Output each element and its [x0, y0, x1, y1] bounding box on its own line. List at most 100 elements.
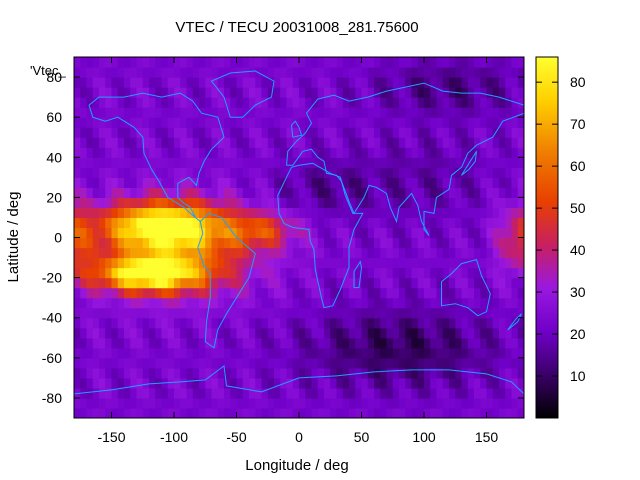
- heatmap-cell: [467, 177, 475, 188]
- heatmap-cell: [324, 147, 331, 158]
- heatmap-cell: [192, 57, 200, 68]
- heatmap-cell: [167, 307, 175, 319]
- heatmap-cell: [255, 277, 263, 289]
- x-tick-label: 100: [412, 429, 436, 445]
- heatmap-cell: [449, 367, 456, 379]
- heatmap-cell: [417, 97, 425, 108]
- heatmap-cell: [399, 157, 406, 168]
- heatmap-cell: [430, 377, 438, 389]
- heatmap-cell: [349, 187, 356, 198]
- heatmap-cell: [92, 377, 100, 389]
- heatmap-cell: [174, 247, 181, 259]
- heatmap-cell: [80, 107, 88, 118]
- heatmap-cell: [355, 77, 363, 88]
- heatmap-cell: [224, 157, 231, 168]
- heatmap-cell: [424, 87, 431, 98]
- heatmap-cell: [417, 187, 425, 198]
- heatmap-cell: [430, 87, 438, 98]
- heatmap-cell: [349, 267, 356, 279]
- heatmap-cell: [167, 317, 175, 329]
- heatmap-cell: [117, 297, 125, 309]
- heatmap-cell: [424, 247, 431, 259]
- heatmap-cell: [149, 187, 156, 198]
- heatmap-cell: [336, 387, 344, 399]
- heatmap-cell: [92, 387, 100, 399]
- heatmap-cell: [274, 77, 281, 88]
- heatmap-cell: [424, 77, 431, 88]
- heatmap-cell: [142, 77, 150, 88]
- heatmap-cell: [317, 357, 325, 369]
- heatmap-cell: [330, 337, 338, 349]
- heatmap-cell: [149, 347, 156, 359]
- heatmap-cell: [449, 127, 456, 138]
- heatmap-cell: [217, 407, 225, 418]
- heatmap-cell: [499, 157, 506, 168]
- heatmap-cell: [324, 157, 331, 168]
- heatmap-cell: [399, 217, 406, 229]
- heatmap-cell: [505, 257, 513, 269]
- heatmap-cell: [449, 247, 456, 259]
- heatmap-cell: [92, 317, 100, 329]
- heatmap-layer: [74, 57, 524, 418]
- heatmap-cell: [86, 227, 94, 239]
- heatmap-cell: [399, 207, 406, 219]
- heatmap-cell: [230, 217, 238, 229]
- heatmap-cell: [267, 157, 275, 168]
- heatmap-cell: [361, 337, 369, 349]
- heatmap-cell: [305, 277, 313, 289]
- heatmap-cell: [161, 147, 169, 158]
- heatmap-cell: [367, 327, 375, 339]
- heatmap-cell: [330, 157, 338, 168]
- heatmap-cell: [474, 57, 481, 68]
- heatmap-cell: [167, 257, 175, 269]
- heatmap-cell: [342, 397, 350, 409]
- heatmap-cell: [280, 147, 288, 158]
- heatmap-cell: [305, 297, 313, 309]
- heatmap-cell: [136, 197, 144, 209]
- heatmap-cell: [242, 247, 250, 259]
- heatmap-cell: [324, 337, 331, 349]
- heatmap-cell: [99, 197, 106, 209]
- heatmap-cell: [92, 207, 100, 219]
- heatmap-cell: [299, 107, 306, 118]
- heatmap-cell: [80, 227, 88, 239]
- heatmap-cell: [436, 127, 444, 138]
- heatmap-cell: [374, 207, 381, 219]
- heatmap-cell: [249, 297, 256, 309]
- heatmap-cell: [417, 387, 425, 399]
- heatmap-cell: [505, 67, 513, 78]
- heatmap-cell: [349, 307, 356, 319]
- heatmap-cell: [180, 157, 188, 168]
- heatmap-cell: [186, 157, 194, 168]
- heatmap-cell: [249, 277, 256, 289]
- heatmap-cell: [492, 137, 500, 148]
- heatmap-cell: [330, 167, 338, 178]
- heatmap-cell: [392, 87, 400, 98]
- heatmap-cell: [474, 77, 481, 88]
- heatmap-cell: [192, 117, 200, 128]
- heatmap-cell: [261, 377, 269, 389]
- heatmap-cell: [217, 347, 225, 359]
- heatmap-cell: [486, 297, 494, 309]
- heatmap-cell: [467, 227, 475, 239]
- heatmap-cell: [367, 407, 375, 418]
- heatmap-cell: [486, 347, 494, 359]
- heatmap-cell: [405, 187, 413, 198]
- heatmap-cell: [261, 307, 269, 319]
- heatmap-cell: [430, 257, 438, 269]
- heatmap-cell: [380, 397, 388, 409]
- heatmap-cell: [230, 317, 238, 329]
- heatmap-cell: [417, 257, 425, 269]
- heatmap-cell: [99, 227, 106, 239]
- heatmap-cell: [430, 77, 438, 88]
- heatmap-cell: [142, 377, 150, 389]
- heatmap-cell: [424, 177, 431, 188]
- heatmap-cell: [342, 387, 350, 399]
- heatmap-cell: [280, 67, 288, 78]
- heatmap-cell: [311, 197, 319, 209]
- heatmap-cell: [511, 267, 519, 279]
- heatmap-cell: [455, 277, 463, 289]
- heatmap-cell: [117, 157, 125, 168]
- heatmap-cell: [80, 87, 88, 98]
- heatmap-cell: [442, 287, 450, 299]
